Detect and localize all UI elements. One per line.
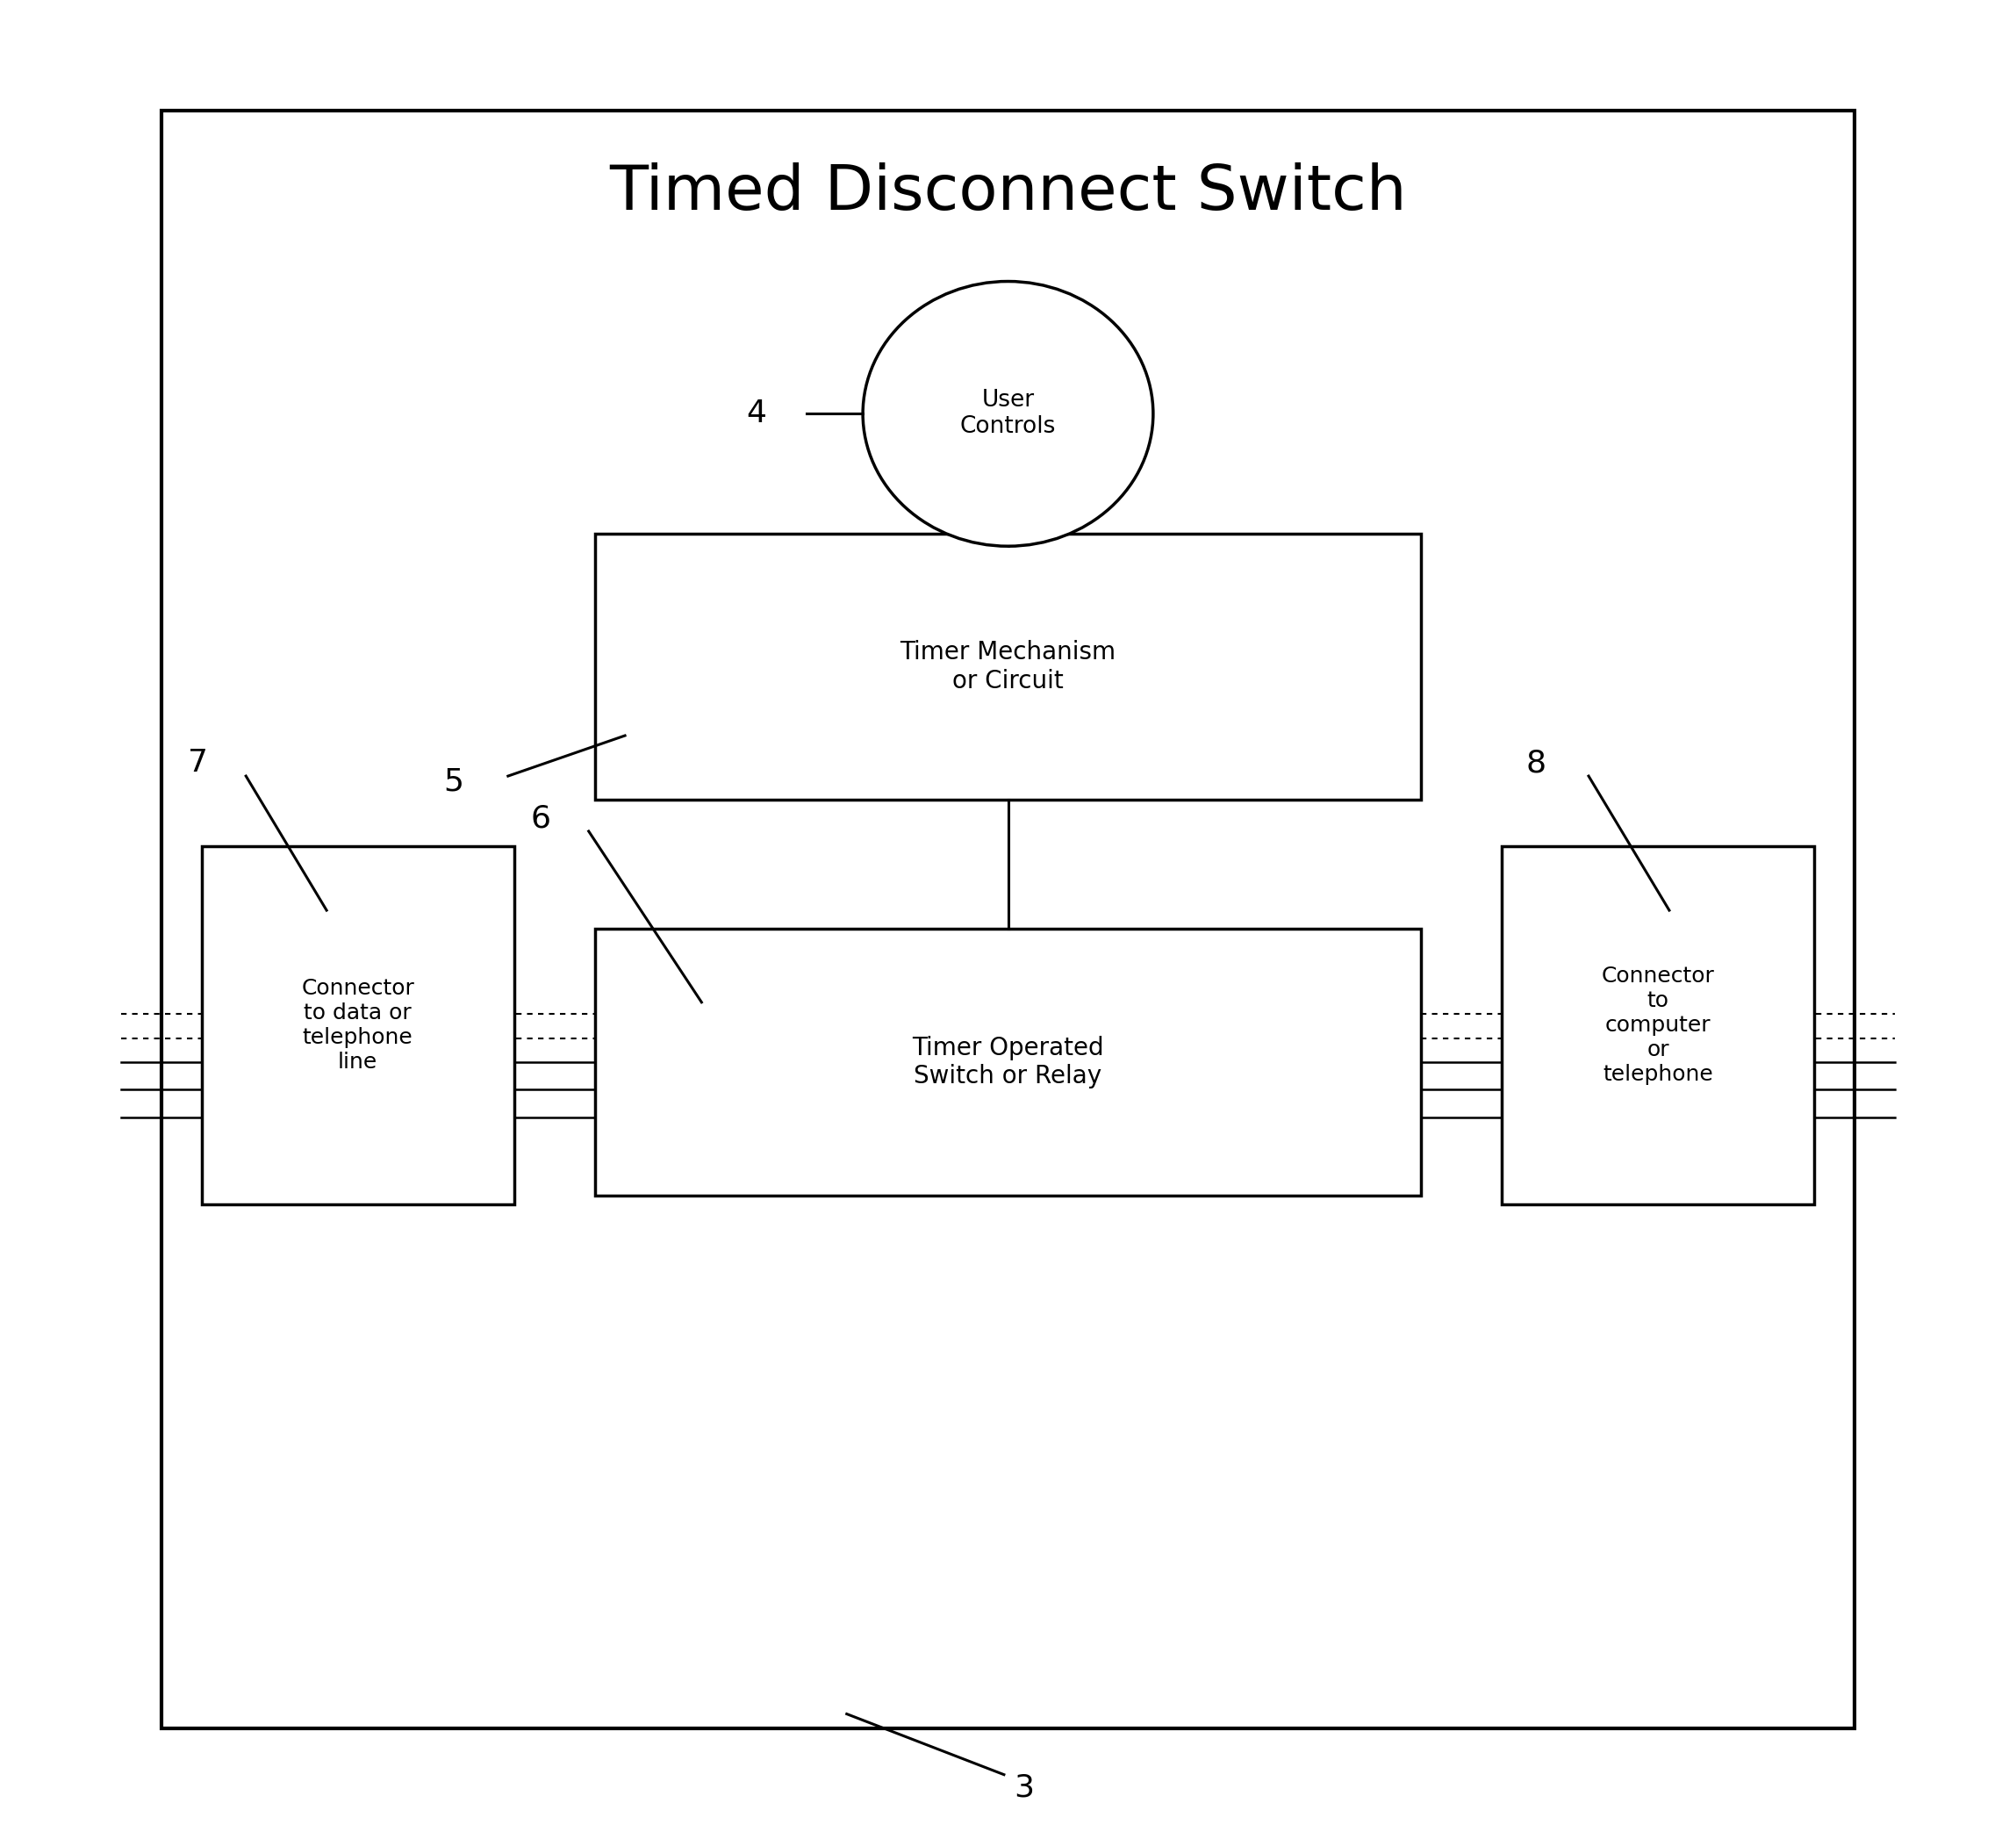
Text: Timer Mechanism
or Circuit: Timer Mechanism or Circuit [899,640,1117,693]
Text: Timer Operated
Switch or Relay: Timer Operated Switch or Relay [911,1035,1105,1089]
Text: 6: 6 [530,804,550,833]
Text: 4: 4 [746,399,766,428]
Text: 5: 5 [444,767,464,796]
Text: User
Controls: User Controls [960,390,1056,438]
Text: Timed Disconnect Switch: Timed Disconnect Switch [609,164,1407,223]
Text: 8: 8 [1526,748,1546,778]
Bar [595,929,1421,1195]
Bar [161,110,1855,1729]
Bar [595,533,1421,800]
Bar [202,846,514,1205]
Text: 7: 7 [187,748,208,778]
Circle shape [863,281,1153,546]
Text: Connector
to data or
telephone
line: Connector to data or telephone line [300,978,415,1072]
Text: 3: 3 [1014,1773,1034,1802]
Text: Connector
to
computer
or
telephone: Connector to computer or telephone [1601,965,1716,1085]
Bar [1502,846,1814,1205]
